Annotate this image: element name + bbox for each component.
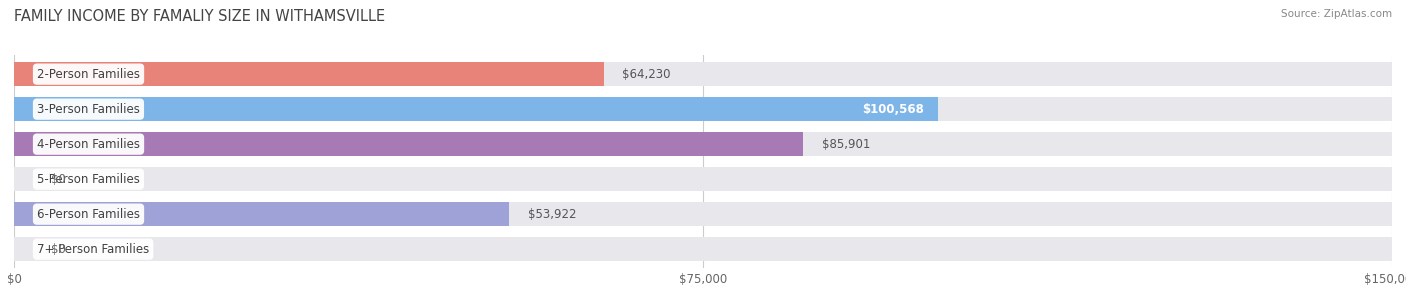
Bar [14, 97, 938, 121]
Bar [14, 132, 803, 156]
Text: $64,230: $64,230 [623, 68, 671, 81]
Text: $0: $0 [51, 243, 66, 256]
Bar [14, 62, 605, 86]
Bar [14, 202, 509, 226]
Bar [14, 202, 1392, 226]
Text: 6-Person Families: 6-Person Families [37, 208, 141, 221]
Text: Source: ZipAtlas.com: Source: ZipAtlas.com [1281, 9, 1392, 19]
Bar [14, 132, 1392, 156]
Bar [14, 237, 1392, 261]
Text: $53,922: $53,922 [527, 208, 576, 221]
Text: $100,568: $100,568 [862, 103, 924, 116]
Text: $85,901: $85,901 [821, 138, 870, 151]
Text: 3-Person Families: 3-Person Families [37, 103, 141, 116]
Text: 5-Person Families: 5-Person Families [37, 173, 141, 186]
Bar [14, 97, 1392, 121]
Text: 4-Person Families: 4-Person Families [37, 138, 141, 151]
Bar [14, 167, 1392, 191]
Text: 2-Person Families: 2-Person Families [37, 68, 141, 81]
Bar [14, 62, 1392, 86]
Text: $0: $0 [51, 173, 66, 186]
Text: FAMILY INCOME BY FAMALIY SIZE IN WITHAMSVILLE: FAMILY INCOME BY FAMALIY SIZE IN WITHAMS… [14, 9, 385, 24]
Text: 7+ Person Families: 7+ Person Families [37, 243, 149, 256]
